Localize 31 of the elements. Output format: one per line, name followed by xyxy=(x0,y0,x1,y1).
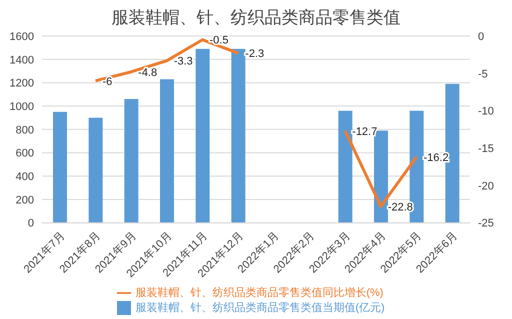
data-label: -2.3 xyxy=(245,48,264,60)
bar xyxy=(88,118,103,223)
chart-title: 服装鞋帽、针、纺织品类商品零售类值 xyxy=(110,7,402,29)
bar xyxy=(338,110,352,223)
y2-tick-label: -20 xyxy=(478,180,494,192)
y-tick-label: 200 xyxy=(16,194,34,206)
bar xyxy=(53,112,67,223)
y2-tick-label: -5 xyxy=(478,68,488,80)
legend-label: 服装鞋帽、针、纺织品类商品零售类值当期值(亿元) xyxy=(135,302,385,314)
y-tick-label: 0 xyxy=(28,218,34,230)
y-tick-label: 400 xyxy=(16,171,34,184)
bar xyxy=(124,99,138,223)
y-tick-label: 1600 xyxy=(10,30,34,43)
data-label: -6 xyxy=(102,76,112,88)
y-tick-label: 1400 xyxy=(10,54,34,66)
y-tick-label: 1200 xyxy=(10,78,34,90)
y2-tick-label: -15 xyxy=(478,142,494,155)
y-tick-label: 800 xyxy=(16,124,34,136)
data-label: -4.8 xyxy=(138,66,158,79)
data-label: -3.3 xyxy=(174,56,193,68)
data-label: -0.5 xyxy=(210,34,228,47)
y-tick-label: 1000 xyxy=(10,100,34,113)
y2-tick-label: -25 xyxy=(478,218,494,230)
data-label: -12.7 xyxy=(352,126,378,138)
y2-tick-label: -10 xyxy=(478,106,494,118)
bar xyxy=(196,48,210,223)
bar xyxy=(231,48,246,223)
legend-label: 服装鞋帽、针、纺织品类商品零售类值同比增长(%) xyxy=(135,286,384,299)
bar xyxy=(160,79,174,223)
y-tick-label: 600 xyxy=(16,148,34,160)
y2-tick-label: 0 xyxy=(478,30,484,43)
